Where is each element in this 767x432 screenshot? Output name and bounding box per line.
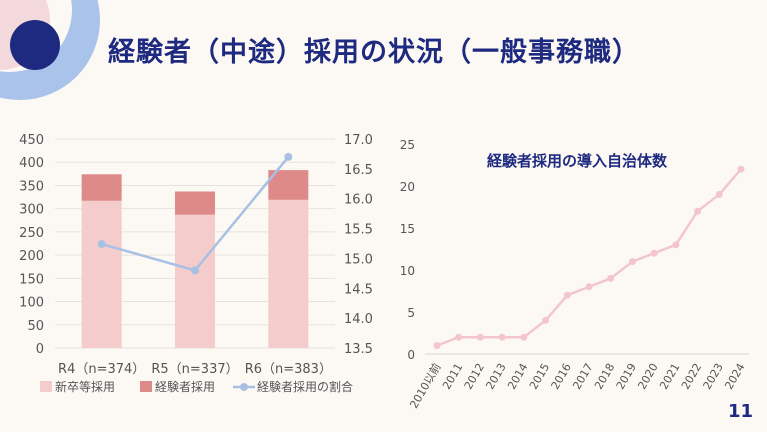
navy-circle	[10, 20, 60, 70]
data-point	[650, 249, 658, 257]
x-tick-label: 2018	[592, 361, 617, 392]
y-tick-label: 100	[19, 296, 44, 311]
page-number: 11	[727, 401, 753, 422]
y-tick-label: 0	[36, 342, 44, 357]
y-tick-label: 150	[19, 272, 44, 287]
y-tick-label: 25	[400, 138, 415, 152]
ratio-point	[191, 266, 199, 275]
y-tick-label: 450	[19, 133, 44, 148]
x-tick-label: R4（n=374）	[58, 362, 145, 377]
data-point	[607, 274, 615, 282]
data-point	[737, 165, 745, 173]
data-point	[715, 190, 723, 198]
y2-tick-label: 14.0	[344, 312, 373, 327]
y2-tick-label: 16.5	[344, 163, 373, 178]
bar-new-graduate	[175, 214, 215, 348]
y-tick-label: 0	[407, 348, 415, 362]
y2-tick-label: 15.5	[344, 223, 373, 238]
data-point	[628, 258, 636, 266]
legend-label: 経験者採用	[155, 379, 215, 394]
y2-tick-label: 16.0	[344, 193, 373, 208]
x-tick-label: 2014	[505, 361, 530, 392]
x-tick-label: 2013	[483, 361, 508, 392]
data-point	[694, 207, 702, 215]
chart-title: 経験者採用の導入自治体数	[487, 152, 668, 170]
y-tick-label: 400	[19, 156, 44, 171]
y-tick-label: 5	[407, 306, 415, 320]
bar-experienced	[81, 174, 122, 201]
ratio-point	[97, 240, 106, 249]
y2-tick-label: 15.0	[344, 252, 373, 267]
data-point	[542, 316, 550, 324]
x-tick-label: 2021	[657, 361, 682, 392]
y-tick-label: 50	[27, 319, 44, 334]
x-tick-label: 2022	[679, 361, 704, 392]
y2-tick-label: 17.0	[344, 133, 373, 148]
x-tick-label: 2017	[570, 361, 595, 392]
municipality-line-chart: 0 5 10 15 20 25 経験者採用の導入自治体数 2010以前201120122013…	[400, 138, 749, 411]
bar-new-graduate	[268, 199, 309, 348]
page-title: 経験者（中途）採用の状況（一般事務職）	[108, 37, 640, 68]
x-tick-label: 2023	[701, 361, 726, 392]
legend-swatch-experienced	[140, 381, 152, 392]
legend-label: 経験者採用の割合	[257, 379, 353, 394]
legend-label: 新卒等採用	[55, 379, 115, 394]
corner-decoration	[0, 0, 100, 100]
data-point	[672, 241, 680, 249]
x-tick-label: 2011	[440, 361, 465, 392]
legend-swatch-new-graduate	[40, 381, 52, 392]
x-tick-label: R6（n=383）	[245, 362, 332, 377]
x-tick-label: 2010以前	[406, 361, 443, 411]
y-tick-label: 15	[400, 222, 415, 236]
data-point	[585, 283, 593, 291]
x-tick-label: R5（n=337）	[151, 362, 238, 377]
data-point	[498, 333, 506, 341]
x-tick-label: 2019	[614, 361, 639, 392]
x-tick-label: 2015	[527, 361, 552, 392]
y-tick-label: 250	[19, 226, 44, 241]
data-point	[563, 291, 571, 299]
y-tick-label: 350	[19, 179, 44, 194]
y-tick-label: 200	[19, 249, 44, 264]
y-tick-label: 10	[400, 264, 415, 278]
bar-new-graduate	[81, 200, 122, 348]
data-point	[476, 333, 484, 341]
y2-tick-label: 13.5	[344, 342, 373, 357]
y2-tick-label: 14.5	[344, 282, 373, 297]
x-tick-label: 2012	[462, 361, 487, 392]
y-tick-label: 20	[400, 180, 415, 194]
x-tick-label: 2020	[635, 361, 660, 392]
ratio-point	[284, 152, 293, 161]
x-tick-label: 2024	[722, 361, 747, 392]
series-line	[436, 168, 742, 347]
data-point	[520, 333, 528, 341]
recruitment-bar-chart: 0 50 100 150 200 250 300 350 400 450 13.5 14.0 14.5 1…	[19, 133, 373, 394]
legend-marker-ratio	[240, 383, 248, 391]
data-point	[455, 333, 463, 341]
y-tick-label: 300	[19, 203, 44, 218]
data-point	[433, 342, 441, 350]
x-tick-label: 2016	[549, 361, 574, 392]
bar-experienced	[175, 191, 215, 215]
